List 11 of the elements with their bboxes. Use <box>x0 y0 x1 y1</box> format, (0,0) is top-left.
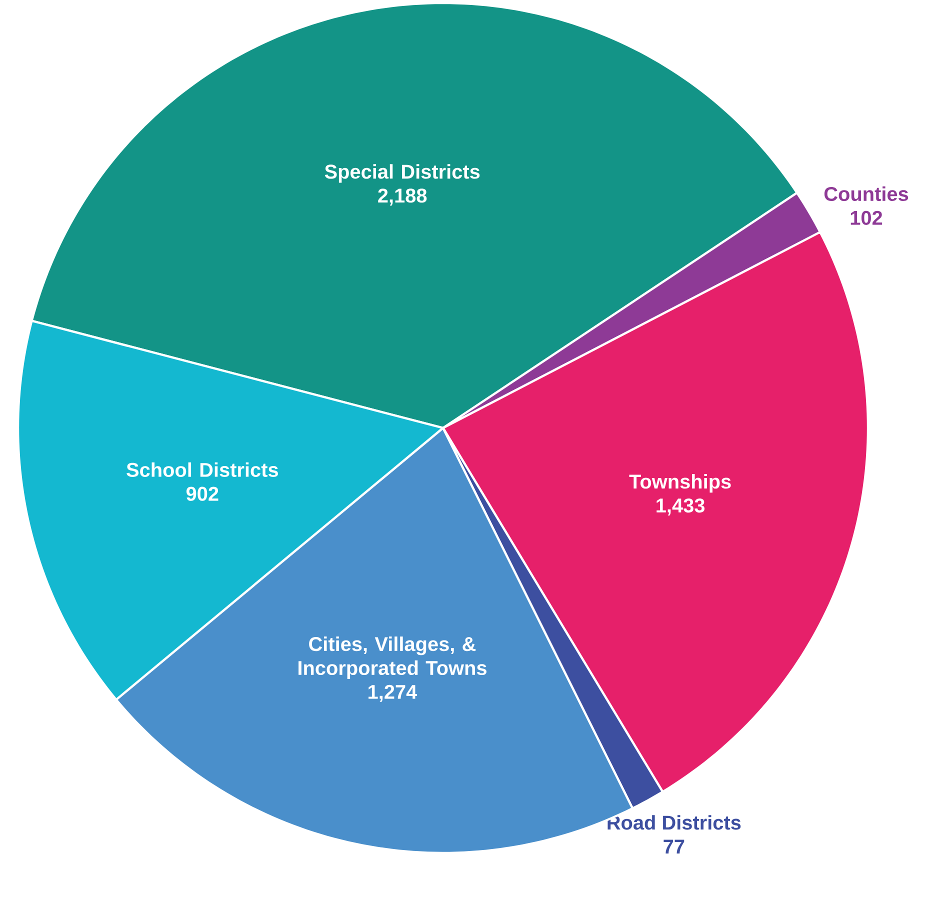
data-label: 902 <box>186 486 218 501</box>
slice-label: School Districts <box>126 462 278 477</box>
data-label: 77 <box>664 840 684 854</box>
slice-label: Counties <box>824 186 908 202</box>
data-label: 2,188 <box>378 188 427 206</box>
slice-label: Special Districts <box>324 164 480 183</box>
data-label: 1,274 <box>368 684 418 702</box>
data-label: 1,433 <box>656 498 705 516</box>
slice-label: Cities, Villages, & Incorporated Towns <box>298 636 486 680</box>
data-label: 102 <box>850 210 882 225</box>
slice-label: Townships <box>629 474 731 493</box>
